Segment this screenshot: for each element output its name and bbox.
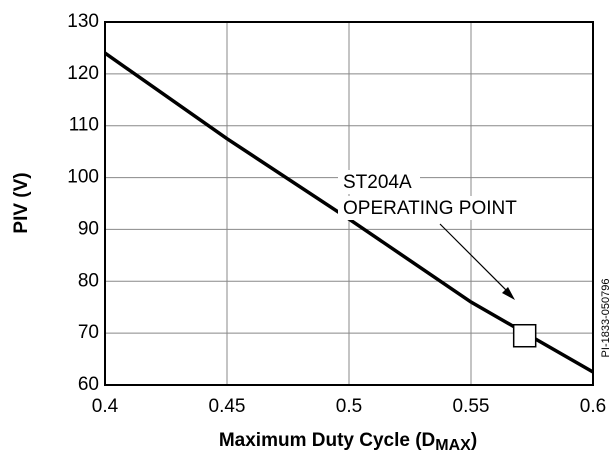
arrow-head: [502, 287, 515, 300]
y-tick-label: 90: [78, 218, 99, 239]
operating-point: [512, 323, 537, 348]
annotation-bg: [338, 196, 586, 220]
y-tick-label: 70: [78, 322, 99, 343]
x-axis-label-main: Maximum Duty Cycle (D: [219, 430, 435, 451]
y-tick-label: 60: [78, 374, 99, 395]
x-axis-label: Maximum Duty Cycle (DMAX): [219, 430, 477, 454]
x-tick-label: 0.6: [580, 396, 606, 417]
figure-id: PI-1833-050796: [600, 279, 612, 358]
x-tick-label: 0.45: [209, 396, 246, 417]
y-tick-label: 100: [67, 167, 99, 188]
y-axis-label: PIV (V): [11, 172, 32, 233]
y-tick-label: 120: [67, 63, 99, 84]
y-tick-label: 110: [69, 115, 99, 136]
x-axis-label-end: ): [471, 430, 477, 451]
annotation-text: OPERATING POINT: [343, 198, 517, 219]
x-tick-label: 0.55: [453, 396, 490, 417]
plot-frame: [104, 21, 594, 386]
annotation-arrow: [439, 223, 511, 295]
x-tick-label: 0.4: [92, 396, 119, 417]
y-tick-label: 80: [78, 270, 99, 291]
x-tick-label: 0.5: [336, 396, 362, 417]
x-axis-label-sub: MAX: [435, 437, 471, 454]
y-tick-label: 130: [67, 11, 99, 32]
annotation-text: ST204A: [343, 172, 412, 193]
annotation-bg: [338, 170, 420, 194]
